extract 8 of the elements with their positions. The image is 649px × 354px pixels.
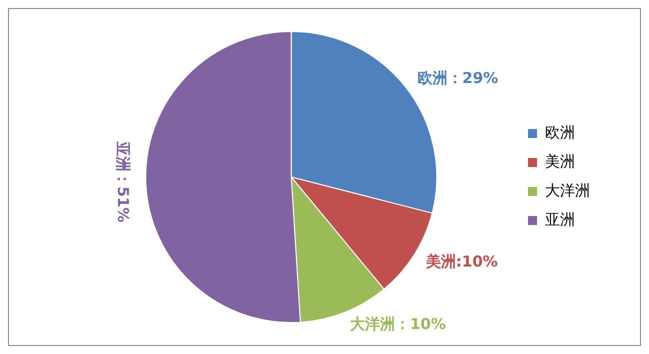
legend-label: 美洲: [545, 152, 575, 170]
data-label: 欧洲：29%: [417, 69, 498, 88]
data-label: 美洲:10%: [424, 252, 498, 270]
data-label: 亚洲：51%: [114, 140, 132, 222]
data-label: 大洋洲：10%: [350, 315, 446, 334]
legend-label: 亚洲: [545, 210, 575, 228]
legend-label: 大洋洲: [545, 181, 590, 200]
legend-label: 欧洲: [545, 123, 575, 142]
